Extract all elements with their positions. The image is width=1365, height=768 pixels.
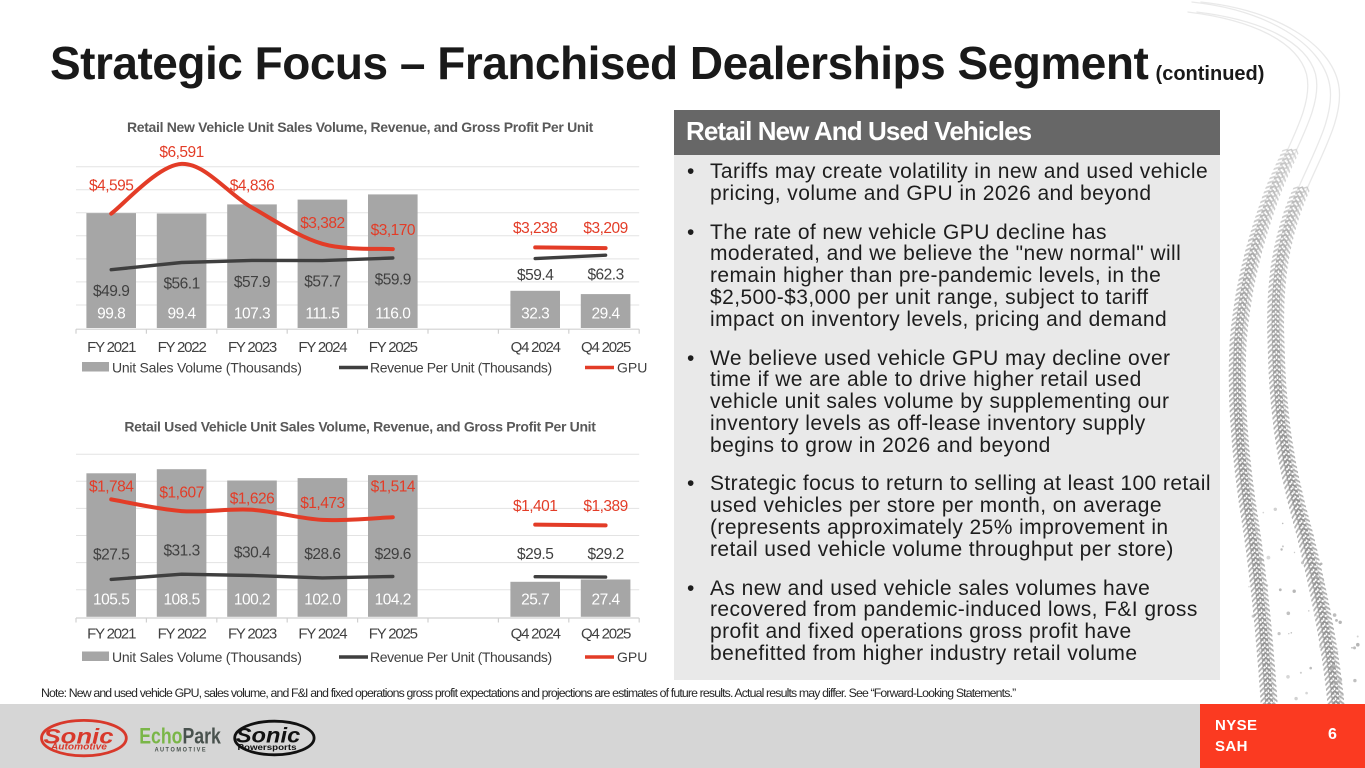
svg-text:GPU: GPU [617,649,647,665]
svg-text:$29.6: $29.6 [375,546,411,563]
svg-text:$56.1: $56.1 [163,275,199,292]
svg-text:$1,784: $1,784 [89,479,134,496]
svg-text:$1,514: $1,514 [371,479,416,496]
svg-text:FY 2021: FY 2021 [87,626,136,643]
svg-text:FY 2023: FY 2023 [228,626,277,643]
svg-text:Q4 2024: Q4 2024 [511,339,561,356]
svg-text:25.7: 25.7 [521,592,549,609]
svg-text:29.4: 29.4 [592,306,621,323]
svg-text:$29.2: $29.2 [587,546,623,563]
svg-text:$1,626: $1,626 [230,491,274,508]
svg-text:105.5: 105.5 [93,592,129,609]
svg-text:Q4 2025: Q4 2025 [581,339,631,356]
svg-text:$3,170: $3,170 [371,222,416,239]
svg-text:FY 2024: FY 2024 [298,626,347,643]
svg-text:Revenue Per Unit (Thousands): Revenue Per Unit (Thousands) [370,360,552,376]
svg-text:Unit Sales Volume (Thousands): Unit Sales Volume (Thousands) [112,360,302,376]
svg-text:$62.3: $62.3 [587,267,623,284]
svg-text:$49.9: $49.9 [93,283,129,300]
svg-text:Retail Used Vehicle Unit Sales: Retail Used Vehicle Unit Sales Volume, R… [124,419,596,435]
svg-text:Q4 2024: Q4 2024 [511,626,561,643]
svg-text:$4,836: $4,836 [230,178,274,195]
svg-text:$3,238: $3,238 [513,220,557,237]
svg-text:Sonic: Sonic [236,724,301,748]
svg-text:FY 2024: FY 2024 [298,339,347,356]
svg-text:FY 2022: FY 2022 [158,626,207,643]
svg-text:Automotive: Automotive [50,742,108,753]
svg-text:108.5: 108.5 [163,592,199,609]
svg-text:FY 2025: FY 2025 [369,339,418,356]
svg-text:Q4 2025: Q4 2025 [581,626,631,643]
svg-text:$1,607: $1,607 [159,485,203,502]
svg-text:$57.7: $57.7 [304,274,340,291]
svg-text:116.0: 116.0 [375,306,411,323]
svg-text:$1,473: $1,473 [300,495,344,512]
svg-text:GPU: GPU [617,360,647,376]
svg-text:FY 2021: FY 2021 [87,339,136,356]
svg-text:$29.5: $29.5 [517,546,553,563]
svg-text:Powersports: Powersports [238,743,298,752]
svg-text:EchoPark: EchoPark [139,724,221,749]
svg-text:111.5: 111.5 [305,306,339,323]
svg-text:A U T O M O T I V E: A U T O M O T I V E [155,747,207,754]
svg-text:$1,389: $1,389 [583,498,627,515]
svg-text:$3,382: $3,382 [300,215,344,232]
svg-text:99.4: 99.4 [168,306,197,323]
svg-text:Revenue Per Unit (Thousands): Revenue Per Unit (Thousands) [370,649,552,665]
svg-text:$59.9: $59.9 [375,271,411,288]
svg-text:$59.4: $59.4 [517,267,554,284]
svg-text:$3,209: $3,209 [583,220,627,237]
svg-text:Sonic: Sonic [44,726,114,749]
svg-text:102.0: 102.0 [304,592,341,609]
svg-text:Unit Sales Volume (Thousands): Unit Sales Volume (Thousands) [112,649,302,665]
svg-text:$27.5: $27.5 [93,547,129,564]
svg-text:FY 2022: FY 2022 [158,339,207,356]
svg-text:FY 2025: FY 2025 [369,626,418,643]
svg-text:107.3: 107.3 [234,306,270,323]
svg-text:$30.4: $30.4 [234,545,271,562]
svg-text:FY 2023: FY 2023 [228,339,277,356]
svg-text:$28.6: $28.6 [304,546,340,563]
svg-text:100.2: 100.2 [234,592,270,609]
svg-text:104.2: 104.2 [375,592,411,609]
svg-text:$57.9: $57.9 [234,274,270,291]
svg-text:$1,401: $1,401 [513,498,557,515]
svg-text:$6,591: $6,591 [159,144,203,161]
svg-text:Retail New Vehicle Unit Sales: Retail New Vehicle Unit Sales Volume, Re… [127,119,594,135]
svg-text:$31.3: $31.3 [163,543,199,560]
svg-text:27.4: 27.4 [592,592,621,609]
svg-text:99.8: 99.8 [97,306,125,323]
svg-text:$4,595: $4,595 [89,178,133,195]
svg-text:32.3: 32.3 [521,306,549,323]
